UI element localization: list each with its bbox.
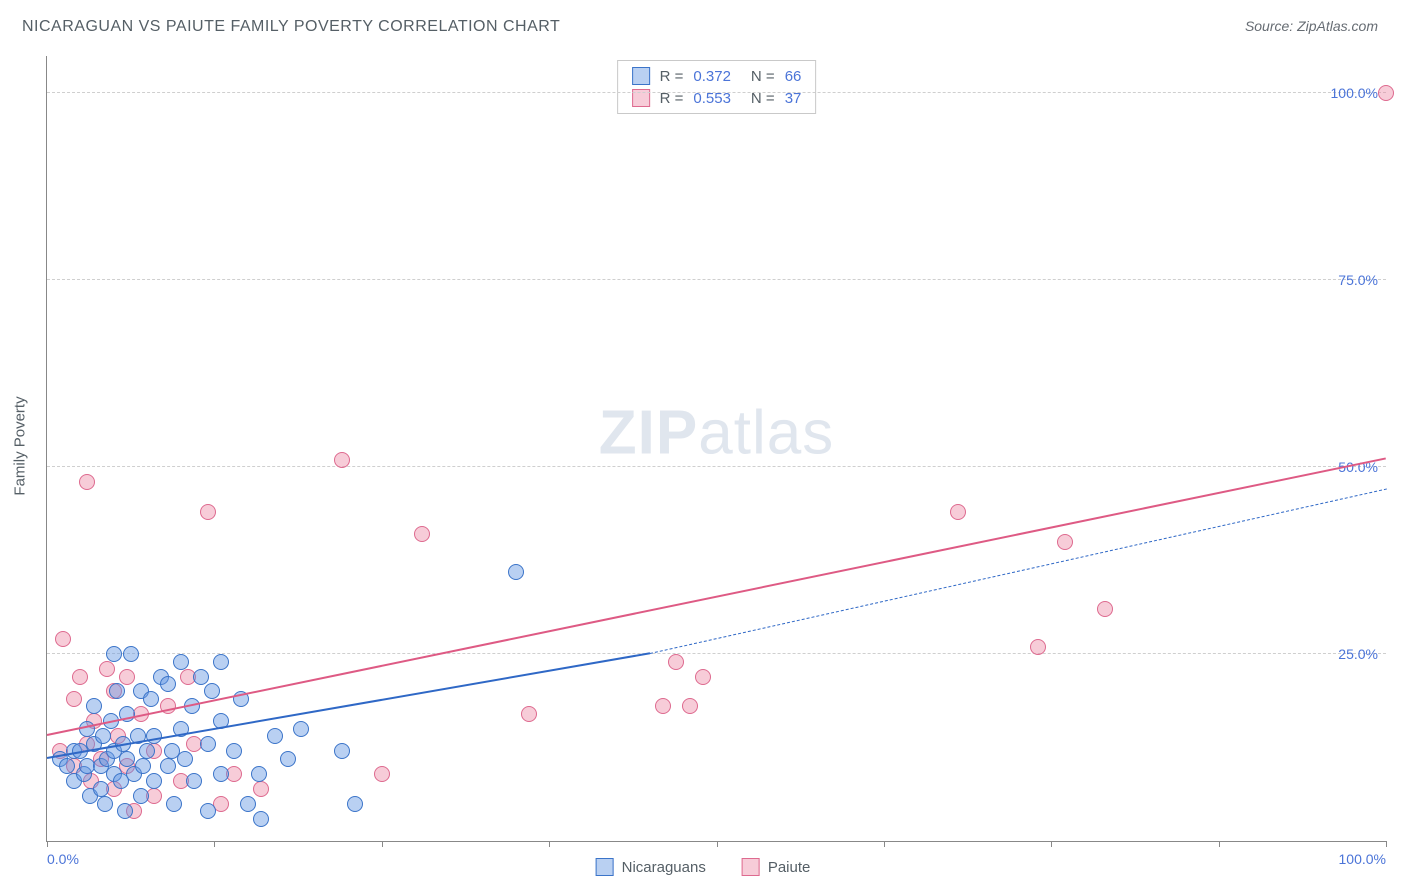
x-tick	[1219, 841, 1220, 847]
point-nicaraguan	[139, 743, 155, 759]
point-paiute	[1057, 534, 1073, 550]
x-tick	[1051, 841, 1052, 847]
x-tick	[1386, 841, 1387, 847]
point-nicaraguan	[93, 781, 109, 797]
gridline	[47, 92, 1386, 93]
point-nicaraguan	[146, 773, 162, 789]
point-paiute	[1097, 601, 1113, 617]
point-nicaraguan	[173, 654, 189, 670]
point-nicaraguan	[97, 796, 113, 812]
point-paiute	[55, 631, 71, 647]
point-nicaraguan	[293, 721, 309, 737]
x-tick-label: 0.0%	[47, 851, 79, 867]
point-paiute	[414, 526, 430, 542]
point-paiute	[334, 452, 350, 468]
stats-box: R = 0.372 N = 66 R = 0.553 N = 37	[617, 60, 817, 114]
point-paiute	[99, 661, 115, 677]
point-nicaraguan	[143, 691, 159, 707]
x-tick	[214, 841, 215, 847]
point-nicaraguan	[193, 669, 209, 685]
point-nicaraguan	[240, 796, 256, 812]
point-nicaraguan	[117, 803, 133, 819]
point-paiute	[1378, 85, 1394, 101]
point-paiute	[79, 474, 95, 490]
trendline-blue-dash	[649, 489, 1386, 654]
x-tick	[382, 841, 383, 847]
point-nicaraguan	[213, 766, 229, 782]
x-tick	[884, 841, 885, 847]
source-label: Source: ZipAtlas.com	[1245, 18, 1378, 34]
y-tick-label: 100.0%	[1331, 85, 1378, 101]
stat-row: R = 0.372 N = 66	[632, 65, 802, 87]
swatch-pink	[742, 858, 760, 876]
point-paiute	[695, 669, 711, 685]
point-nicaraguan	[95, 728, 111, 744]
point-paiute	[950, 504, 966, 520]
point-paiute	[200, 504, 216, 520]
legend-item: Nicaraguans	[596, 858, 706, 876]
legend: Nicaraguans Paiute	[596, 858, 811, 876]
point-nicaraguan	[106, 646, 122, 662]
gridline	[47, 653, 1386, 654]
point-paiute	[655, 698, 671, 714]
point-nicaraguan	[86, 698, 102, 714]
x-tick	[47, 841, 48, 847]
point-nicaraguan	[160, 758, 176, 774]
point-nicaraguan	[204, 683, 220, 699]
point-paiute	[668, 654, 684, 670]
y-tick-label: 25.0%	[1338, 646, 1378, 662]
point-paiute	[521, 706, 537, 722]
point-nicaraguan	[119, 751, 135, 767]
trendline-pink	[47, 458, 1386, 737]
legend-item: Paiute	[742, 858, 811, 876]
legend-label: Nicaraguans	[622, 859, 706, 876]
point-paiute	[119, 669, 135, 685]
point-nicaraguan	[109, 683, 125, 699]
swatch-blue	[632, 67, 650, 85]
point-nicaraguan	[253, 811, 269, 827]
point-nicaraguan	[123, 646, 139, 662]
legend-label: Paiute	[768, 859, 811, 876]
point-nicaraguan	[200, 736, 216, 752]
point-nicaraguan	[280, 751, 296, 767]
point-nicaraguan	[177, 751, 193, 767]
y-axis-label: Family Poverty	[12, 396, 29, 495]
x-tick	[549, 841, 550, 847]
point-paiute	[682, 698, 698, 714]
x-tick	[717, 841, 718, 847]
point-paiute	[66, 691, 82, 707]
y-tick-label: 75.0%	[1338, 272, 1378, 288]
point-nicaraguan	[133, 788, 149, 804]
point-paiute	[1030, 639, 1046, 655]
point-nicaraguan	[59, 758, 75, 774]
point-nicaraguan	[200, 803, 216, 819]
point-nicaraguan	[251, 766, 267, 782]
scatter-plot: ZIPatlas R = 0.372 N = 66 R = 0.553 N = …	[46, 56, 1386, 842]
stat-row: R = 0.553 N = 37	[632, 87, 802, 109]
point-nicaraguan	[508, 564, 524, 580]
point-paiute	[374, 766, 390, 782]
point-paiute	[253, 781, 269, 797]
point-nicaraguan	[135, 758, 151, 774]
watermark: ZIPatlas	[599, 397, 834, 468]
gridline	[47, 466, 1386, 467]
swatch-blue	[596, 858, 614, 876]
point-nicaraguan	[347, 796, 363, 812]
point-nicaraguan	[186, 773, 202, 789]
point-nicaraguan	[213, 654, 229, 670]
point-nicaraguan	[226, 743, 242, 759]
point-nicaraguan	[166, 796, 182, 812]
point-nicaraguan	[267, 728, 283, 744]
x-tick-label: 100.0%	[1339, 851, 1386, 867]
point-paiute	[72, 669, 88, 685]
point-nicaraguan	[334, 743, 350, 759]
point-nicaraguan	[160, 676, 176, 692]
chart-title: NICARAGUAN VS PAIUTE FAMILY POVERTY CORR…	[22, 18, 560, 36]
gridline	[47, 279, 1386, 280]
